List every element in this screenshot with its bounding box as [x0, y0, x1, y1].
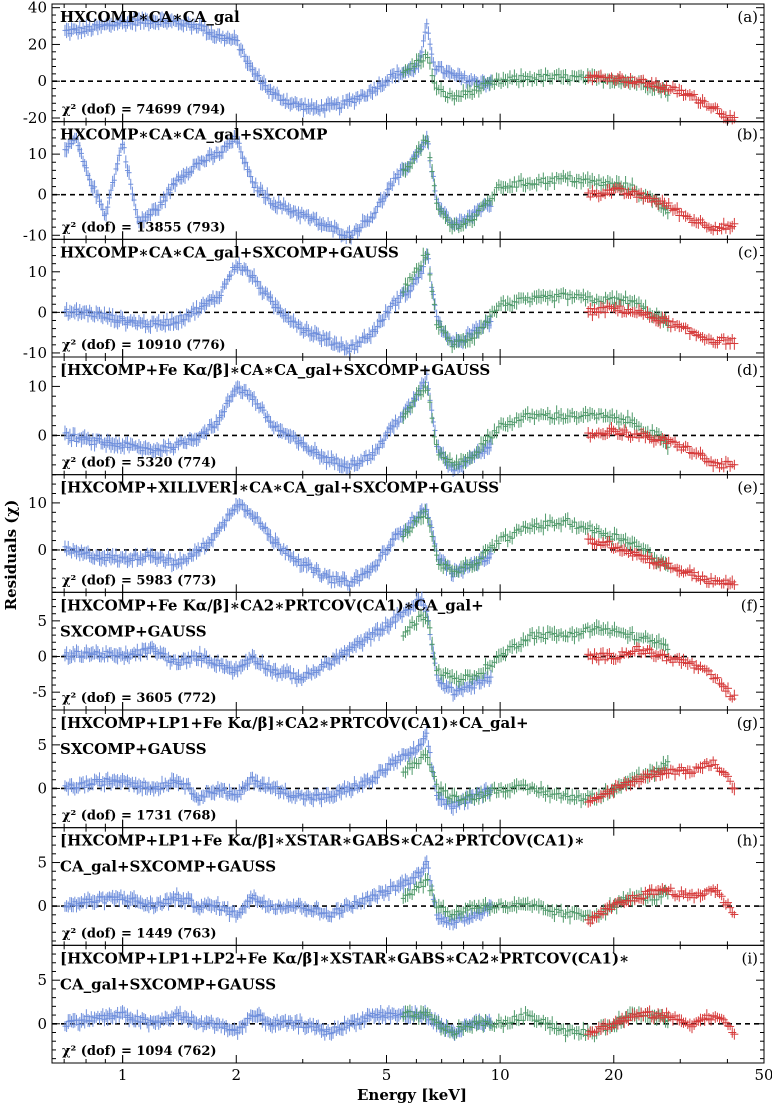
model-label: [HXCOMP+XILLVER]∗CA∗CA_gal+SXCOMP+GAUSS — [60, 479, 499, 497]
y-tick-label: 10 — [28, 377, 47, 395]
panel-id: (a) — [737, 8, 758, 26]
panel-e: 0 10 [HXCOMP+XILLVER]∗CA∗CA_gal+SXCOMP+GAU… — [28, 474, 765, 593]
y-tick-label: -10 — [23, 226, 47, 244]
panel-id: (c) — [738, 243, 758, 261]
y-tick-label: 0 — [37, 72, 47, 90]
panel-id: (e) — [737, 479, 758, 497]
y-tick-label: 0 — [37, 541, 47, 559]
y-tick-label: 0 — [37, 426, 47, 444]
model-label: HXCOMP∗CA∗CA_gal+SXCOMP — [60, 126, 327, 144]
red-series — [584, 182, 739, 236]
blue-series — [62, 367, 494, 477]
y-tick-label: 10 — [28, 494, 47, 512]
chi2-label: χ² (dof) = 10910 (776) — [62, 338, 226, 353]
chi2-label: χ² (dof) = 74699 (794) — [62, 103, 226, 118]
y-tick-label: 20 — [28, 35, 47, 53]
chi2-label: χ² (dof) = 13855 (793) — [62, 220, 226, 235]
chi2-label: χ² (dof) = 5320 (774) — [62, 456, 217, 471]
model-label: HXCOMP∗CA∗CA_gal — [60, 8, 240, 26]
panel-f: -505[HXCOMP+Fe Kα/β]∗CA2∗PRTCOV(CA1)∗CA_… — [32, 591, 765, 711]
y-tick-label: 40 — [28, 0, 47, 17]
y-tick-label: 5 — [37, 612, 47, 630]
blue-series — [62, 129, 494, 245]
red-series — [584, 422, 739, 473]
panel-id: (b) — [737, 126, 758, 144]
blue-series — [62, 248, 494, 360]
model-label: [HXCOMP+Fe Kα/β]∗CA∗CA_gal+SXCOMP+GAUSS — [60, 361, 490, 379]
panel-c: -10 0 10 HXCOMP∗CA∗CA_gal+SXCOMP+GAUSS (c) χ²… — [23, 238, 765, 362]
y-tick-label: 10 — [28, 145, 47, 163]
green-series — [400, 247, 671, 354]
y-tick-label: -20 — [23, 109, 47, 127]
y-tick-label: -5 — [32, 683, 47, 701]
red-series — [584, 69, 739, 125]
y-tick-label: 0 — [37, 186, 47, 204]
panel-id: (d) — [737, 361, 758, 379]
blue-series — [62, 591, 494, 702]
blue-series — [62, 497, 494, 592]
chi2-label: χ² (dof) = 5983 (773) — [62, 573, 217, 588]
green-series — [400, 380, 671, 470]
panel-b: -10 0 10 HXCOMP∗CA∗CA_gal+SXCOMP (b) χ² (dof)… — [23, 121, 765, 245]
panel-a: -20 0 20 40 HXCOMP∗CA∗CA_gal (a) χ² (dof) = 74… — [23, 0, 765, 127]
y-tick-label: 10 — [28, 263, 47, 281]
red-series — [584, 533, 739, 591]
y-tick-label: 0 — [37, 648, 47, 666]
model-label: HXCOMP∗CA∗CA_gal+SXCOMP+GAUSS — [60, 243, 399, 261]
panel-d: 0 10 [HXCOMP+Fe Kα/β]∗CA∗CA_gal+SXCOMP+GAU… — [28, 356, 765, 477]
red-series — [584, 299, 739, 350]
blue-series — [62, 11, 494, 118]
y-tick-label: -10 — [23, 344, 47, 362]
y-tick-label: 0 — [37, 303, 47, 321]
green-series — [400, 134, 671, 235]
green-series — [400, 504, 671, 578]
